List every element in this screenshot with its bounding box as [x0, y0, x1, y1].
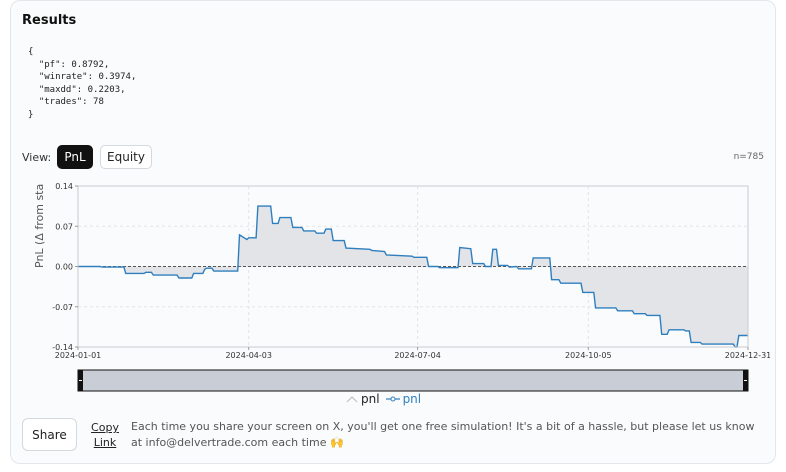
- legend-label-line: pnl: [402, 392, 422, 406]
- legend-label-fill: pnl: [361, 392, 380, 406]
- view-pnl-button[interactable]: PnL: [57, 145, 93, 169]
- x-tick-label: 2024-01-01: [55, 351, 102, 360]
- view-label: View:: [22, 151, 52, 164]
- y-tick-label: -0.07: [52, 303, 73, 312]
- pnl-area: [78, 206, 748, 347]
- y-axis-ticks: 0.14 0.07 0.00 -0.07 -0.14: [52, 182, 78, 352]
- chart-legend: pnl pnl: [346, 392, 421, 406]
- results-json: { "pf": 0.8792, "winrate": 0.3974, "maxd…: [28, 47, 137, 120]
- copy-link-line-2[interactable]: Link: [93, 436, 117, 449]
- legend-fill-icon: [346, 396, 358, 403]
- y-tick-label: 0.14: [55, 182, 73, 191]
- navigator-track: [77, 369, 749, 392]
- sample-count: n=785: [733, 152, 764, 162]
- pnl-chart[interactable]: 0.14 0.07 0.00 -0.07 -0.14 2024-01-01 2024-04…: [30, 176, 770, 394]
- share-note: Each time you share your screen on X, yo…: [131, 420, 755, 449]
- share-button[interactable]: Share: [22, 418, 77, 451]
- x-tick-label: 2024-12-31: [725, 351, 770, 360]
- results-title: Results: [22, 13, 77, 28]
- copy-link-line-1[interactable]: Copy: [91, 421, 119, 434]
- legend-line-icon: [385, 396, 400, 402]
- x-axis-ticks: 2024-01-01 2024-04-03 2024-07-04 2024-10-05…: [55, 347, 770, 360]
- x-tick-label: 2024-07-04: [394, 351, 441, 360]
- legend-item-line[interactable]: pnl: [385, 392, 422, 406]
- y-tick-label: -0.14: [52, 343, 73, 352]
- y-tick-label: 0.07: [55, 222, 73, 231]
- x-tick-label: 2024-04-03: [225, 351, 272, 360]
- y-axis-label: PnL (Δ from sta: [33, 184, 46, 268]
- view-equity-button[interactable]: Equity: [100, 145, 152, 169]
- range-navigator[interactable]: [77, 369, 749, 392]
- y-tick-label: 0.00: [55, 263, 73, 272]
- x-tick-label: 2024-10-05: [565, 351, 612, 360]
- copy-link[interactable]: Copy Link: [90, 420, 120, 450]
- pnl-line: [78, 205, 748, 348]
- legend-item-fill[interactable]: pnl: [346, 392, 380, 406]
